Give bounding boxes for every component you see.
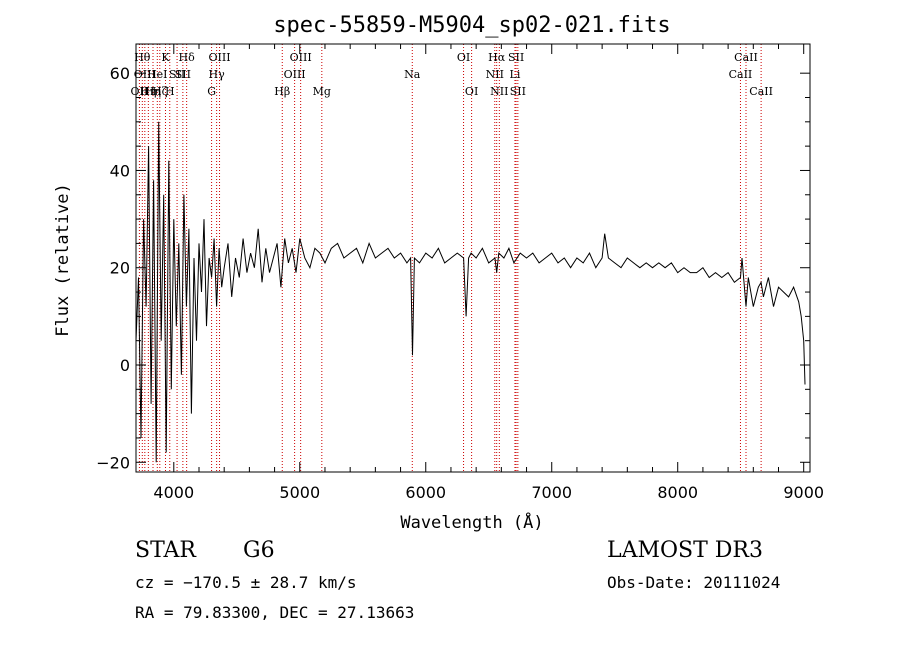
line-label-0: OII bbox=[131, 85, 149, 98]
y-tick-label: 60 bbox=[110, 64, 130, 83]
line-label-8: H bbox=[165, 85, 175, 98]
x-tick-label: 9000 bbox=[783, 483, 824, 502]
survey-name: LAMOST DR3 bbox=[607, 538, 763, 563]
x-tick-label: 5000 bbox=[279, 483, 320, 502]
line-label-11: Hδ bbox=[179, 51, 196, 64]
line-label-25: Li bbox=[510, 68, 521, 81]
line-label-10: SII bbox=[175, 68, 191, 81]
coordinates-readout: RA = 79.83300, DEC = 27.13663 bbox=[135, 603, 415, 622]
x-tick-label: 4000 bbox=[153, 483, 194, 502]
line-label-3: Hη bbox=[140, 85, 156, 98]
x-tick-label: 6000 bbox=[405, 483, 446, 502]
line-label-23: Hα bbox=[488, 51, 506, 64]
line-label-28: CaII bbox=[729, 68, 753, 81]
line-label-26: SII bbox=[508, 51, 524, 64]
line-label-15: Hβ bbox=[274, 85, 290, 98]
spectral-line-labels: OIIHθOIIIHηHηHeIHζKHSIISIIHδGHγOIIIHβOII… bbox=[131, 51, 773, 98]
line-label-21: OI bbox=[465, 85, 478, 98]
object-class: STAR bbox=[135, 538, 196, 563]
x-axis-ticks: 4000 5000 6000 7000 8000 9000 bbox=[153, 44, 824, 502]
line-label-27: SII bbox=[510, 85, 526, 98]
line-label-1: Hθ bbox=[134, 51, 151, 64]
line-label-5: HeI bbox=[147, 68, 167, 81]
line-label-22: NII bbox=[486, 68, 504, 81]
redshift-readout: cz = −170.5 ± 28.7 km/s bbox=[135, 573, 357, 592]
spectrum-series-line bbox=[135, 121, 806, 463]
line-label-18: Mg bbox=[313, 85, 331, 98]
y-tick-label: −20 bbox=[96, 453, 130, 472]
line-label-29: CaII bbox=[734, 51, 758, 64]
line-label-2: OIII bbox=[134, 68, 156, 81]
x-axis-label: Wavelength (Å) bbox=[400, 511, 543, 533]
x-tick-label: 7000 bbox=[531, 483, 572, 502]
line-label-19: Na bbox=[404, 68, 421, 81]
line-label-30: CaII bbox=[749, 85, 773, 98]
object-subclass: G6 bbox=[243, 538, 275, 563]
line-label-4: Hη bbox=[145, 85, 161, 98]
line-label-14: OIII bbox=[208, 51, 230, 64]
line-label-6: Hζ bbox=[152, 85, 168, 98]
line-label-24: NII bbox=[490, 85, 508, 98]
y-axis-label: Flux (relative) bbox=[53, 183, 73, 337]
line-label-17: OIII bbox=[290, 51, 312, 64]
line-label-9: SII bbox=[169, 68, 185, 81]
line-label-20: OI bbox=[457, 51, 470, 64]
line-label-12: G bbox=[207, 85, 216, 98]
chart-title: spec-55859-M5904_sp02-021.fits bbox=[273, 13, 670, 38]
line-label-16: OIII bbox=[284, 68, 306, 81]
plot-frame bbox=[135, 43, 811, 473]
x-tick-label: 8000 bbox=[657, 483, 698, 502]
y-tick-label: 0 bbox=[120, 356, 130, 375]
y-tick-label: 20 bbox=[110, 259, 130, 278]
line-label-7: K bbox=[161, 51, 170, 64]
obs-date: Obs-Date: 20111024 bbox=[607, 573, 781, 592]
line-label-13: Hγ bbox=[209, 68, 226, 81]
y-axis-ticks: −20 0 20 40 60 bbox=[96, 64, 810, 472]
y-tick-label: 40 bbox=[110, 161, 130, 180]
